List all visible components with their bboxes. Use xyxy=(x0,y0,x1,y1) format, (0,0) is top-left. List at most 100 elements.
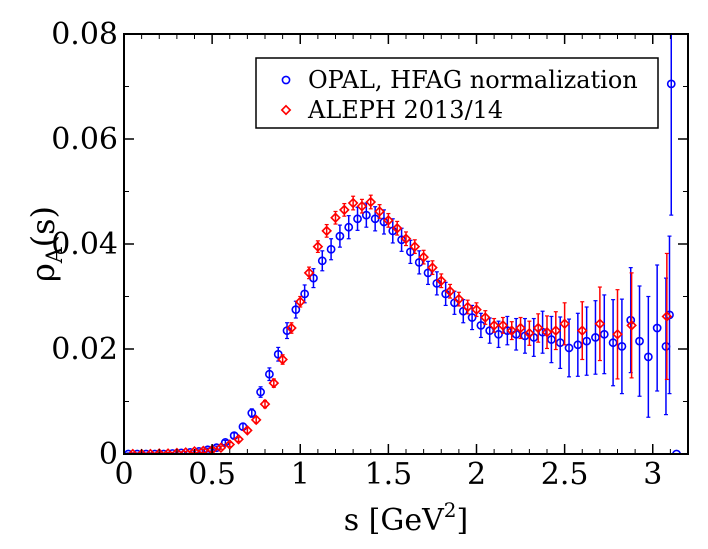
data-point xyxy=(462,301,474,313)
data-point xyxy=(286,322,297,334)
data-point xyxy=(427,262,438,273)
data-point xyxy=(550,325,562,336)
legend-entry: OPAL, HFAG normalization xyxy=(281,66,638,94)
data-point xyxy=(391,222,403,234)
data-point xyxy=(453,293,465,305)
data-point xyxy=(136,448,147,454)
data-point xyxy=(515,322,526,334)
data-point xyxy=(397,235,406,245)
data-point xyxy=(494,329,503,339)
data-point xyxy=(541,326,553,338)
data-point xyxy=(197,445,209,454)
data-point xyxy=(626,315,636,325)
data-point xyxy=(321,225,333,237)
x-tick-label: 0 xyxy=(114,457,133,492)
circle-marker-icon xyxy=(281,75,291,85)
data-point xyxy=(444,285,456,297)
data-point xyxy=(576,325,588,336)
x-tick-label: 1.5 xyxy=(365,457,413,492)
data-point xyxy=(247,408,257,418)
data-point xyxy=(635,336,644,346)
data-point xyxy=(488,320,500,331)
series-opal xyxy=(124,34,681,454)
data-point xyxy=(612,328,623,340)
data-point xyxy=(338,204,350,216)
data-point xyxy=(502,326,512,336)
data-point xyxy=(250,414,262,426)
data-point xyxy=(294,296,306,308)
data-point xyxy=(423,268,433,278)
data-point xyxy=(277,354,288,365)
data-point xyxy=(485,326,495,336)
legend-entry: ALEPH 2013/14 xyxy=(280,96,503,124)
data-point xyxy=(312,241,324,252)
x-tick-label: 2.5 xyxy=(541,457,589,492)
data-point xyxy=(608,338,618,348)
data-point xyxy=(356,200,368,212)
data-point xyxy=(555,338,565,348)
diamond-marker-icon xyxy=(280,104,292,116)
data-point xyxy=(594,318,606,330)
data-point xyxy=(626,320,637,331)
data-point xyxy=(344,222,354,232)
y-tick-label: 0.04 xyxy=(51,227,118,262)
data-point xyxy=(406,247,415,257)
data-point xyxy=(300,289,310,299)
data-point xyxy=(335,231,345,241)
data-point xyxy=(414,257,424,267)
legend-label: ALEPH 2013/14 xyxy=(307,96,503,124)
data-point xyxy=(326,244,336,254)
data-point xyxy=(194,446,204,454)
y-tick-label: 0.08 xyxy=(51,17,118,52)
x-tick-label: 2 xyxy=(467,457,486,492)
data-point xyxy=(409,241,421,252)
data-point xyxy=(171,447,183,454)
data-point xyxy=(435,275,447,287)
data-point xyxy=(317,256,327,266)
data-point xyxy=(365,196,377,208)
data-point xyxy=(666,79,676,89)
data-point xyxy=(256,387,265,397)
data-point xyxy=(497,320,509,331)
data-point xyxy=(582,336,592,346)
data-point xyxy=(379,217,389,227)
y-tick-label: 0 xyxy=(99,437,118,472)
legend-box xyxy=(255,57,659,129)
data-point xyxy=(532,322,544,334)
data-point xyxy=(374,206,385,217)
data-point xyxy=(564,343,574,353)
data-point xyxy=(259,398,271,410)
data-point xyxy=(617,341,627,351)
data-point xyxy=(145,448,156,454)
data-point xyxy=(353,214,362,224)
data-point xyxy=(599,329,609,339)
data-point xyxy=(547,335,556,344)
data-point xyxy=(559,318,570,330)
x-tick-label: 0.5 xyxy=(188,457,236,492)
data-point xyxy=(524,327,535,339)
data-point xyxy=(180,447,192,454)
data-point xyxy=(347,197,359,209)
data-point xyxy=(661,311,673,322)
data-point xyxy=(224,439,236,450)
axis-layer: 0 0.5 1 1.5 2 2.5 3 0 0.02 0.04 0.06 0.08 xyxy=(51,17,688,492)
data-point xyxy=(383,215,394,226)
data-point xyxy=(476,320,486,330)
data-point xyxy=(291,305,301,315)
data-point xyxy=(206,444,218,454)
y-axis-title: ρA(s) xyxy=(24,206,68,282)
data-point xyxy=(153,448,165,454)
data-point xyxy=(479,312,491,323)
y-tick-label: 0.02 xyxy=(51,332,118,367)
data-point xyxy=(643,352,653,362)
x-tick-label: 3 xyxy=(643,457,662,492)
data-point xyxy=(215,442,227,454)
data-point xyxy=(506,325,518,336)
data-point xyxy=(268,377,280,389)
data-point xyxy=(303,267,315,279)
data-point xyxy=(242,425,253,436)
x-axis-title: s [GeV2] xyxy=(344,498,468,538)
data-point xyxy=(361,210,371,220)
